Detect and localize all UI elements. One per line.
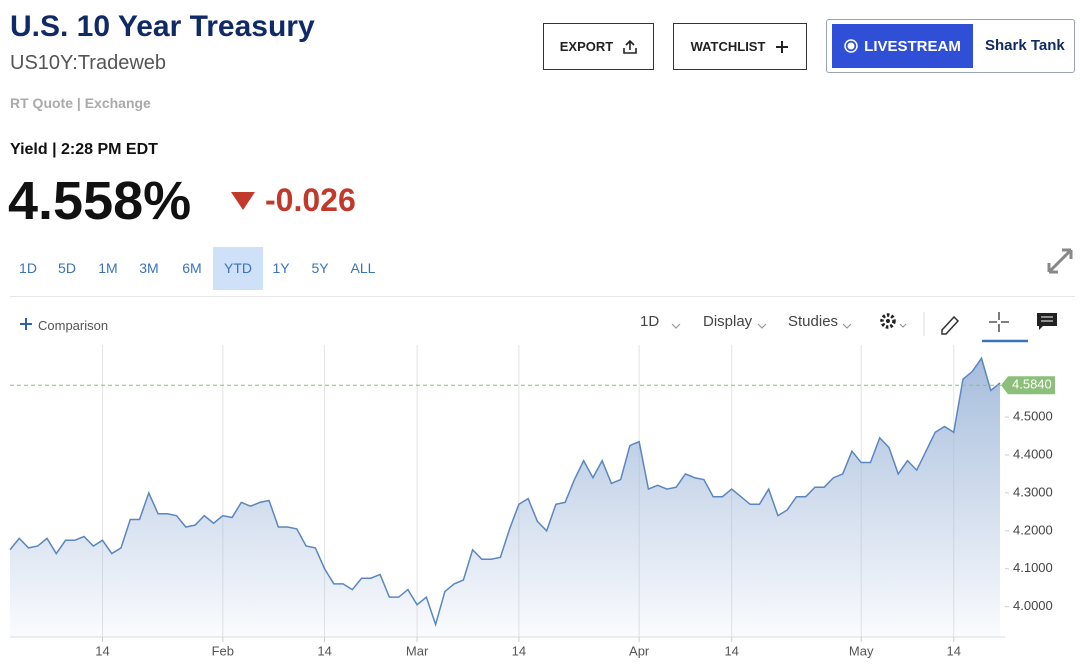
x-tick-label: 14 [317,643,331,658]
studies[interactable]: Studies [788,313,839,330]
range-tab[interactable]: 6M [182,260,202,276]
line [9,356,1001,628]
range-tab[interactable]: YTD [213,247,263,290]
y-tick-label: 4.0000 [1013,598,1053,613]
show-link[interactable]: Shark Tank [985,37,1065,54]
x-tick-label: 14 [947,643,961,658]
watchlist-button[interactable]: WATCHLIST [673,23,807,70]
y-tick-label: 4.4000 [1013,446,1053,461]
x-tick-label: 14 [512,643,526,658]
export-label: EXPORT [559,39,614,54]
range-tab[interactable]: ALL [350,260,376,276]
plus-icon [776,40,789,53]
range-tab[interactable]: 5Y [311,260,329,276]
comparison[interactable]: Comparison [38,318,109,333]
export-icon [623,39,638,54]
y-tick-label: 4.5000 [1013,408,1053,423]
x-tick-label: Apr [629,643,650,658]
x-tick-label: 14 [724,643,738,658]
range-tab[interactable]: 1D [19,260,37,276]
live-icon [844,39,858,53]
livestream-label: LIVESTREAM [864,37,961,55]
livestream-button[interactable]: LIVESTREAM [832,24,973,68]
interval[interactable]: 1D [640,313,660,330]
symbol: US10Y:Tradeweb [10,52,167,74]
price-badge-label: 4.5840 [1012,377,1052,392]
expand-icon[interactable] [1045,246,1075,276]
watchlist-label: WATCHLIST [690,39,766,54]
price: 4.558% [8,171,192,231]
x-tick-label: Feb [212,643,234,658]
price-change: -0.026 [265,182,356,218]
range-tab[interactable]: 5D [58,260,76,276]
display[interactable]: Display [703,313,753,330]
price-badge [1001,376,1055,395]
y-tick-label: 4.1000 [1013,560,1053,575]
y-tick-label: 4.2000 [1013,522,1053,537]
quote-source: RT Quote | Exchange [10,95,151,111]
x-tick-label: 14 [95,643,109,658]
page-title: U.S. 10 Year Treasury [10,10,315,43]
area [10,358,1000,637]
down-arrow [231,192,255,210]
divider [10,296,1075,297]
livestream-box [826,19,1075,73]
quote-label: Yield | 2:28 PM EDT [10,141,158,158]
range-tab[interactable]: 1Y [272,260,290,276]
toolbar-icons [671,312,1057,343]
y-tick-label: 4.3000 [1013,484,1053,499]
x-tick-label: May [849,643,874,658]
range-tab[interactable]: 1M [98,260,118,276]
x-tick-label: Mar [406,643,429,658]
range-tab[interactable]: 3M [139,260,159,276]
export-button[interactable]: EXPORT [543,23,654,70]
comparison-plus[interactable] [20,318,32,330]
